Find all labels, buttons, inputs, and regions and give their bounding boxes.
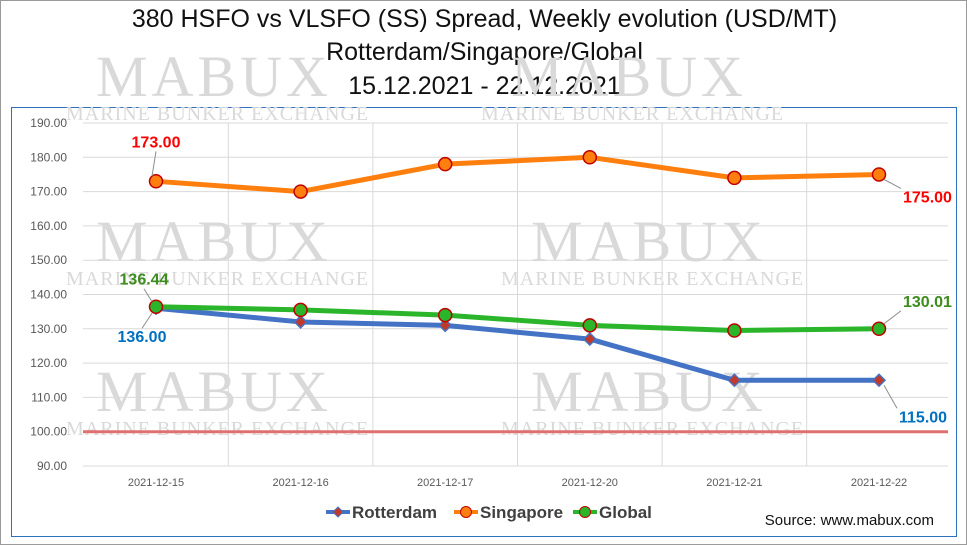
leader-line bbox=[883, 385, 898, 409]
series-line-singapore bbox=[155, 154, 880, 195]
grid-lines bbox=[83, 122, 948, 467]
point-singapore bbox=[437, 156, 453, 172]
legend-marker bbox=[579, 506, 591, 518]
data-label: 115.00 bbox=[899, 409, 947, 426]
x-tick-label: 2021-12-17 bbox=[417, 477, 473, 489]
point-rotterdam bbox=[582, 332, 597, 347]
data-label-layer: 173.00 175.00 136.44 130.01 136.00 115.00 bbox=[118, 134, 953, 426]
leader-line bbox=[143, 288, 153, 302]
y-tick-label: 180.00 bbox=[30, 150, 67, 164]
y-tick-label: 100.00 bbox=[30, 425, 67, 439]
series-layer bbox=[148, 150, 887, 388]
source-note: Source: www.mabux.com bbox=[764, 512, 934, 529]
series-line-global bbox=[155, 304, 880, 334]
y-tick-label: 90.00 bbox=[37, 459, 67, 473]
data-label: 130.01 bbox=[903, 294, 952, 311]
watermark-brand: MABUX bbox=[96, 209, 332, 274]
watermark-tagline: MARINE BUNKER EXCHANGE bbox=[66, 418, 369, 440]
watermark-brand: MABUX bbox=[96, 44, 332, 109]
point-rotterdam bbox=[871, 373, 887, 388]
y-tick-label: 120.00 bbox=[30, 356, 67, 370]
x-tick-label: 2021-12-21 bbox=[706, 477, 762, 489]
legend-marker bbox=[332, 506, 344, 518]
data-label: 173.00 bbox=[132, 134, 181, 151]
x-tick-label: 2021-12-16 bbox=[272, 477, 328, 489]
watermark-brand: MABUX bbox=[531, 359, 767, 424]
legend-label: Singapore bbox=[480, 503, 563, 522]
leader-line bbox=[883, 179, 902, 189]
data-label: 175.00 bbox=[903, 189, 952, 206]
point-rotterdam bbox=[727, 373, 742, 388]
x-tick-label: 2021-12-22 bbox=[851, 477, 907, 489]
series-line-rotterdam bbox=[155, 305, 879, 383]
legend-marker bbox=[460, 506, 472, 518]
x-tick-label: 2021-12-15 bbox=[128, 477, 184, 489]
leader-line bbox=[141, 312, 153, 329]
watermark-brand: MABUX bbox=[96, 359, 332, 424]
y-tick-label: 160.00 bbox=[30, 219, 67, 233]
y-tick-label: 190.00 bbox=[30, 116, 67, 130]
watermark-tagline: MARINE BUNKER EXCHANGE bbox=[501, 268, 804, 290]
watermark-brand: MABUX bbox=[531, 209, 767, 274]
chart-title-line-2: Rotterdam/Singapore/Global bbox=[326, 38, 643, 66]
y-tick-label: 170.00 bbox=[30, 185, 67, 199]
y-axis: 90.00 100.00 110.00 120.00 130.00 140.00 150.0… bbox=[30, 116, 67, 473]
point-global bbox=[727, 323, 742, 338]
watermark-tagline: MARINE BUNKER EXCHANGE bbox=[501, 418, 804, 440]
watermark-tagline: MARINE BUNKER EXCHANGE bbox=[66, 268, 369, 290]
y-tick-label: 130.00 bbox=[30, 322, 67, 336]
chart-title-line-1: 380 HSFO vs VLSFO (SS) Spread, Weekly ev… bbox=[131, 5, 838, 33]
point-rotterdam bbox=[438, 318, 453, 333]
x-tick-label: 2021-12-20 bbox=[562, 477, 618, 489]
watermark-tagline: MARINE BUNKER EXCHANGE bbox=[481, 103, 784, 125]
point-global bbox=[293, 302, 308, 318]
point-singapore bbox=[582, 150, 598, 165]
plot-frame bbox=[11, 107, 957, 537]
leader-line bbox=[151, 151, 157, 177]
point-singapore bbox=[293, 184, 308, 199]
point-global bbox=[582, 318, 598, 333]
point-global bbox=[148, 299, 164, 314]
point-global bbox=[871, 321, 887, 337]
point-singapore bbox=[871, 167, 887, 182]
leader-line bbox=[883, 310, 902, 325]
x-axis: 2021-12-15 2021-12-16 2021-12-17 2021-12-20… bbox=[128, 477, 907, 489]
point-rotterdam bbox=[293, 314, 308, 330]
chart-title-line-3: 15.12.2021 - 22.12.2021 bbox=[348, 72, 621, 100]
point-singapore bbox=[148, 174, 164, 189]
legend-label: Global bbox=[599, 503, 652, 522]
y-tick-label: 140.00 bbox=[30, 288, 67, 302]
watermark-brand: MABUX bbox=[511, 44, 747, 109]
y-tick-label: 150.00 bbox=[30, 253, 67, 267]
data-label: 136.44 bbox=[120, 272, 169, 289]
legend-label: Rotterdam bbox=[352, 503, 437, 522]
point-global bbox=[437, 307, 453, 323]
y-tick-label: 110.00 bbox=[31, 390, 67, 404]
legend: Rotterdam Singapore Global bbox=[326, 503, 652, 522]
data-label: 136.00 bbox=[118, 329, 167, 346]
point-singapore bbox=[727, 170, 742, 186]
watermark-tagline: MARINE BUNKER EXCHANGE bbox=[66, 103, 369, 125]
